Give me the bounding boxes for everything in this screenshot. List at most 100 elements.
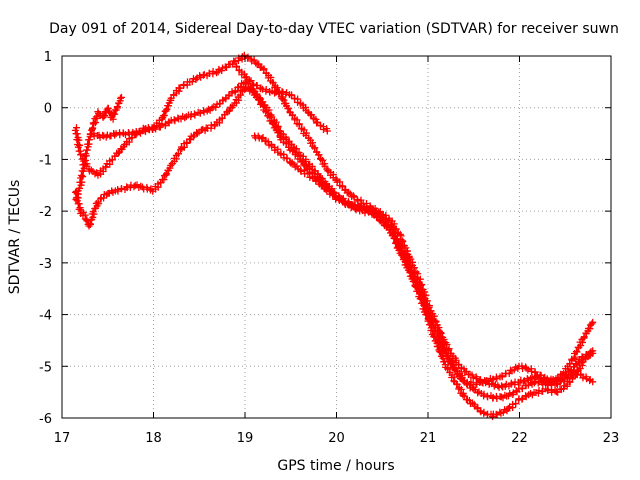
data-point: [322, 185, 330, 193]
data-point: [282, 140, 290, 148]
data-point: [412, 278, 420, 286]
data-point: [396, 230, 404, 238]
data-point: [77, 151, 85, 159]
data-point: [75, 136, 83, 144]
data-point: [582, 351, 590, 359]
data-point: [506, 390, 514, 398]
data-point: [566, 370, 574, 378]
x-tick-label: 21: [420, 431, 437, 446]
data-point: [431, 324, 439, 332]
data-point: [110, 110, 118, 118]
data-point: [497, 393, 505, 401]
data-point: [344, 200, 352, 208]
data-point: [249, 80, 257, 88]
data-point: [560, 377, 568, 385]
data-point: [295, 121, 303, 129]
data-point: [181, 114, 189, 122]
data-point: [174, 114, 182, 122]
data-point: [332, 195, 340, 203]
data-point: [489, 393, 497, 401]
x-axis-label: GPS time / hours: [277, 458, 394, 474]
data-point: [74, 143, 82, 151]
data-point: [118, 185, 126, 193]
data-point: [383, 222, 391, 230]
data-point: [315, 151, 323, 159]
data-point: [498, 373, 506, 381]
data-point: [252, 59, 260, 67]
data-point: [428, 315, 436, 323]
data-marks: [71, 51, 597, 421]
data-point: [406, 263, 414, 271]
data-point: [250, 56, 258, 64]
data-point: [375, 208, 383, 216]
data-point: [579, 374, 587, 382]
data-point: [113, 103, 121, 111]
data-point: [474, 389, 482, 397]
data-point: [566, 360, 574, 368]
data-point: [93, 115, 101, 123]
y-tick-label: -2: [39, 205, 52, 220]
data-point: [74, 200, 82, 208]
data-point: [160, 111, 168, 119]
data-point: [313, 119, 321, 127]
data-point: [558, 370, 566, 378]
data-point: [278, 88, 286, 96]
data-point: [108, 156, 116, 164]
data-point: [86, 220, 94, 228]
data-point: [174, 150, 182, 158]
data-point: [82, 150, 90, 158]
data-point: [512, 399, 520, 407]
data-point: [205, 105, 213, 113]
data-point: [330, 188, 338, 196]
y-tick-label: -4: [39, 309, 52, 324]
data-point: [162, 107, 170, 115]
data-point: [109, 115, 117, 123]
data-point: [392, 225, 400, 233]
data-point: [73, 190, 81, 198]
data-point: [553, 379, 561, 387]
data-point: [114, 149, 122, 157]
data-point: [335, 196, 343, 204]
data-point: [104, 104, 112, 112]
y-tick-label: -5: [39, 360, 52, 375]
y-tick-label: 0: [44, 102, 52, 117]
data-point: [253, 82, 261, 90]
data-point: [274, 128, 282, 136]
data-point: [218, 114, 226, 122]
data-point: [278, 95, 286, 103]
data-point: [439, 341, 447, 349]
y-axis-label: SDTVAR / TECUs: [7, 180, 23, 295]
ticks: 17 18 19 20 21 22 23 1 0 -1 -2 -3 -4 -5 -6: [39, 50, 619, 446]
data-point: [317, 155, 325, 163]
data-point: [285, 104, 293, 112]
data-point: [509, 400, 517, 408]
data-point: [380, 218, 388, 226]
chart-title: Day 091 of 2014, Sidereal Day-to-day VTE…: [49, 21, 619, 37]
data-point: [414, 283, 422, 291]
data-point: [313, 118, 321, 126]
data-point: [421, 288, 429, 296]
data-point: [320, 126, 328, 134]
data-point: [231, 58, 239, 66]
data-point: [507, 379, 515, 387]
data-point: [450, 363, 458, 371]
data-point: [86, 131, 94, 139]
data-point: [421, 302, 429, 310]
data-point: [424, 309, 432, 317]
data-point: [262, 108, 270, 116]
data-point: [347, 202, 355, 210]
data-point: [298, 157, 306, 165]
data-point: [101, 112, 109, 120]
series-track-e: [232, 62, 331, 135]
data-point: [200, 108, 208, 116]
data-point: [116, 94, 124, 102]
data-point: [287, 91, 295, 99]
data-point: [131, 130, 139, 138]
data-point: [268, 119, 276, 127]
data-point: [450, 377, 458, 385]
data-point: [83, 217, 91, 225]
data-point: [355, 202, 363, 210]
x-tick-label: 23: [603, 431, 620, 446]
data-point: [548, 381, 556, 389]
